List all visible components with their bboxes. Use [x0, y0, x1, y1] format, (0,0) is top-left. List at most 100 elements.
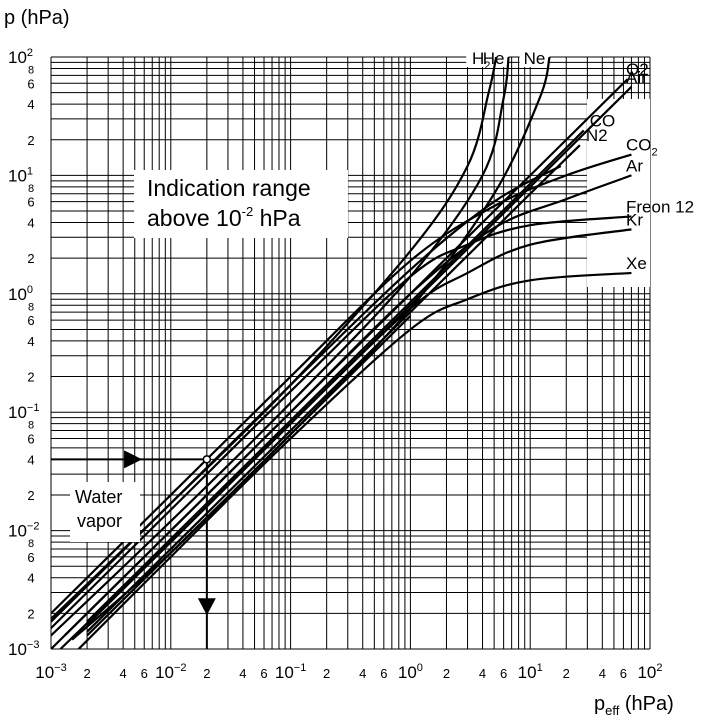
- x-tick-label: 101: [518, 662, 543, 682]
- series-label-text: Freon 12: [626, 197, 694, 216]
- y-minor-tick-label: 2: [27, 606, 34, 621]
- y-tick-label: 100: [8, 284, 33, 304]
- x-minor-tick-label: 4: [599, 666, 606, 681]
- series-label-text: H: [472, 49, 484, 68]
- x-tick-label-base: 10: [518, 663, 537, 682]
- water-vapor-label-line2: vapor: [77, 511, 122, 531]
- indication-label-line2-pre: above 10: [147, 205, 242, 231]
- y-minor-tick-label: 2: [27, 133, 34, 148]
- chart-text: 10−3 2 4 6 10−2 2 4 6 10−1 2 4 6 100 2 4 6 101 2 4 6 10210−3…: [8, 47, 694, 682]
- y-minor-tick-label: 4: [27, 334, 34, 349]
- x-tick-label-exp: 0: [417, 662, 423, 674]
- series-label-text: N2: [586, 126, 608, 145]
- indication-label-line1: Indication range: [147, 175, 311, 201]
- y-minor-tick-label: 6: [27, 431, 34, 446]
- series-line: [51, 153, 632, 615]
- x-tick-label: 10−2: [155, 662, 186, 682]
- y-tick-label-base: 10: [8, 48, 27, 67]
- series-line: [59, 228, 632, 649]
- x-minor-tick-label: 2: [563, 666, 570, 681]
- grid: [50, 56, 651, 650]
- y-minor-tick-label: 4: [27, 216, 34, 231]
- series-line: [86, 129, 585, 623]
- series-line: [71, 315, 412, 641]
- y-tick-label-base: 10: [8, 403, 27, 422]
- x-tick-label-base: 10: [35, 663, 54, 682]
- y-minor-tick-label: 8: [28, 538, 34, 550]
- series-label-text: Air: [626, 68, 647, 87]
- series-label-sub: 2: [652, 147, 658, 159]
- label-masks: [466, 49, 650, 287]
- series-label-text: Ar: [626, 156, 643, 175]
- x-minor-tick-label: 6: [380, 666, 387, 681]
- y-tick-label-base: 10: [8, 640, 27, 659]
- y-tick-label-base: 10: [8, 522, 27, 541]
- series-label-text: Ne: [524, 49, 546, 68]
- y-tick-label: 10−2: [8, 521, 39, 541]
- x-tick-label: 100: [398, 662, 423, 682]
- y-minor-tick-label: 4: [27, 452, 34, 467]
- y-tick-label-base: 10: [8, 166, 27, 185]
- x-tick-label-exp: 2: [656, 662, 662, 674]
- y-minor-tick-label: 8: [28, 64, 34, 76]
- x-minor-tick-label: 6: [141, 666, 148, 681]
- y-minor-tick-label: 2: [27, 488, 34, 503]
- series-label: Ar: [626, 156, 643, 175]
- y-minor-tick-label: 8: [28, 420, 34, 432]
- y-minor-tick-label: 6: [27, 550, 34, 565]
- x-minor-tick-label: 4: [479, 666, 486, 681]
- series-line: [51, 215, 632, 629]
- x-axis-title-main: p: [594, 693, 605, 715]
- series-line: [77, 271, 632, 649]
- y-tick-label: 102: [8, 47, 33, 67]
- curves: [51, 57, 633, 649]
- y-minor-tick-label: 2: [27, 370, 34, 385]
- series-label: Freon 12: [626, 197, 694, 216]
- series-label: Kr: [626, 210, 643, 229]
- x-tick-label-base: 10: [637, 663, 656, 682]
- series-label-mask: [519, 49, 550, 67]
- y-minor-tick-label: 6: [27, 313, 34, 328]
- x-axis-title-sub: eff: [605, 703, 620, 718]
- series-label-mask: [478, 49, 509, 67]
- series-line: [51, 57, 510, 637]
- annotation-marks: [51, 450, 216, 649]
- example-arrow-down: [197, 598, 216, 616]
- x-tick-label-base: 10: [155, 663, 174, 682]
- x-tick-label: 10−1: [275, 662, 306, 682]
- series-label-sub: 2: [484, 60, 490, 72]
- series-label-text: CO: [626, 136, 652, 155]
- x-axis-title-unit: (hPa): [619, 693, 673, 715]
- series-label: Air: [626, 68, 647, 87]
- y-minor-tick-label: 8: [28, 301, 34, 313]
- series-label: Xe: [626, 254, 647, 273]
- x-minor-tick-label: 6: [260, 666, 267, 681]
- series-label: N2: [586, 126, 608, 145]
- gas-label-mask: [587, 99, 650, 287]
- y-minor-tick-label: 2: [27, 251, 34, 266]
- x-minor-tick-label: 4: [239, 666, 246, 681]
- y-tick-label-base: 10: [8, 285, 27, 304]
- indication-label-line2-post: hPa: [253, 205, 301, 231]
- indication-label-line2: above 10-2 hPa: [147, 204, 301, 231]
- x-minor-tick-label: 4: [359, 666, 366, 681]
- x-tick-label-exp: 1: [537, 662, 543, 674]
- y-minor-tick-label: 6: [27, 76, 34, 91]
- y-minor-tick-label: 8: [28, 183, 34, 195]
- x-minor-tick-label: 4: [120, 666, 127, 681]
- series-label: Ne: [524, 49, 546, 68]
- example-point: [202, 455, 212, 464]
- water-vapor-label-line1: Water: [75, 487, 122, 507]
- x-tick-label-exp: −1: [294, 662, 307, 674]
- y-minor-tick-label: 4: [27, 97, 34, 112]
- x-tick-label-base: 10: [275, 663, 294, 682]
- water-vapor-mask: [70, 482, 140, 542]
- series-label: He: [483, 49, 505, 68]
- indication-label-line2-exp: -2: [242, 204, 254, 219]
- series-label-text: CO: [590, 111, 616, 130]
- x-minor-tick-label: 6: [620, 666, 627, 681]
- indication-mask: [134, 170, 348, 238]
- series-label-text: O2: [626, 60, 649, 79]
- series-label-text: Xe: [626, 254, 647, 273]
